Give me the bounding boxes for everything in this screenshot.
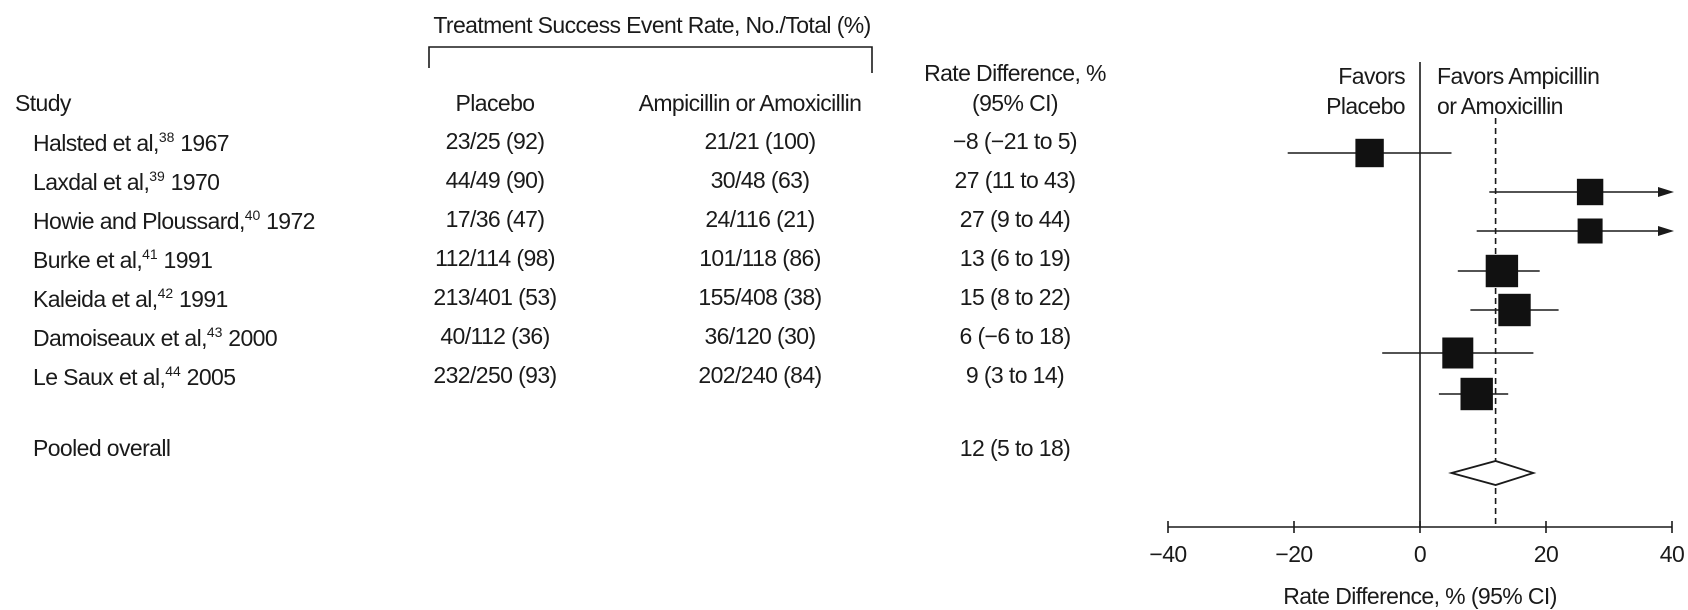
point-estimate-square [1498, 293, 1531, 327]
x-tick-label: 40 [1660, 541, 1684, 567]
pooled-diamond [1448, 460, 1537, 486]
point-estimate-square [1460, 377, 1493, 411]
point-estimate-square [1442, 337, 1474, 369]
favors-left-label: Placebo [1326, 93, 1405, 119]
favors-right-label: Favors Ampicillin [1437, 63, 1599, 89]
col-header-ci: (95% CI) [972, 90, 1059, 116]
x-axis-label: Rate Difference, % (95% CI) [1283, 583, 1557, 609]
placebo-rate: 17/36 (47) [445, 206, 545, 232]
point-estimate-square [1577, 218, 1603, 244]
placebo-rate: 23/25 (92) [445, 128, 545, 154]
col-header-study: Study [15, 90, 71, 116]
study-name: Le Saux et al,44 2005 [33, 363, 236, 390]
header-bracket [428, 46, 873, 73]
col-header-treatment: Ampicillin or Amoxicillin [638, 90, 862, 116]
placebo-rate: 44/49 (90) [445, 167, 545, 193]
treatment-rate: 21/21 (100) [704, 128, 816, 154]
rate-difference: 9 (3 to 14) [965, 362, 1065, 388]
placebo-rate: 40/112 (36) [440, 323, 550, 349]
x-tick-label: −20 [1275, 541, 1312, 567]
pooled-rate-difference: 12 (5 to 18) [959, 435, 1071, 461]
rate-difference: −8 (−21 to 5) [953, 128, 1078, 154]
treatment-rate: 24/116 (21) [705, 206, 815, 232]
rate-difference: 15 (8 to 22) [959, 284, 1071, 310]
study-name: Burke et al,41 1991 [33, 246, 213, 273]
group-header-title: Treatment Success Event Rate, No./Total … [433, 12, 871, 38]
x-tick-label: 20 [1534, 541, 1558, 567]
rate-difference: 27 (9 to 44) [959, 206, 1071, 232]
placebo-rate: 112/114 (98) [435, 245, 555, 271]
treatment-rate: 36/120 (30) [704, 323, 816, 349]
ci-arrow [1658, 226, 1674, 236]
rate-difference: 6 (−6 to 18) [959, 323, 1071, 349]
treatment-rate: 101/118 (86) [699, 245, 821, 271]
point-estimate-square [1355, 138, 1384, 168]
placebo-rate: 232/250 (93) [433, 362, 557, 388]
x-tick-label: −40 [1149, 541, 1186, 567]
point-estimate-square [1576, 178, 1604, 206]
study-name: Howie and Ploussard,40 1972 [33, 207, 315, 234]
ci-arrow [1658, 187, 1674, 197]
favors-right-label: or Amoxicillin [1437, 93, 1563, 119]
rate-difference: 13 (6 to 19) [959, 245, 1071, 271]
pooled-label: Pooled overall [33, 435, 171, 461]
col-header-placebo: Placebo [455, 90, 536, 116]
study-name: Damoiseaux et al,43 2000 [33, 324, 278, 351]
point-estimate-square [1485, 254, 1519, 288]
placebo-rate: 213/401 (53) [433, 284, 557, 310]
rate-difference: 27 (11 to 43) [954, 167, 1077, 193]
treatment-rate: 155/408 (38) [698, 284, 822, 310]
col-header-rate-difference: Rate Difference, % [924, 60, 1106, 86]
study-name: Halsted et al,38 1967 [33, 129, 230, 156]
treatment-rate: 202/240 (84) [698, 362, 822, 388]
study-name: Laxdal et al,39 1970 [33, 168, 220, 195]
x-tick-label: 0 [1414, 541, 1426, 567]
treatment-rate: 30/48 (63) [710, 167, 810, 193]
favors-left-label: Favors [1338, 63, 1405, 89]
study-name: Kaleida et al,42 1991 [33, 285, 228, 312]
